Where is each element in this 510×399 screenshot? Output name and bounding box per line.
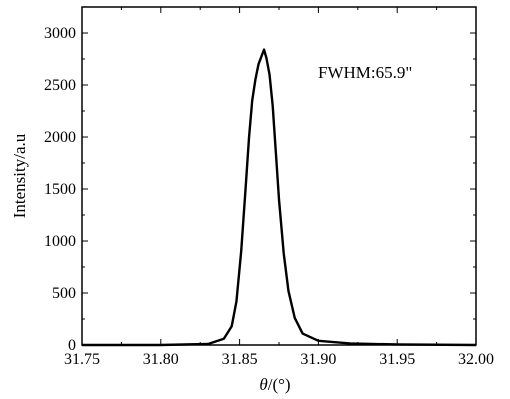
- x-axis-title: θ/(°): [259, 375, 290, 394]
- x-tick-label: 31.95: [379, 351, 415, 368]
- y-tick-label: 1500: [44, 181, 76, 198]
- y-tick-label: 3000: [44, 25, 76, 42]
- y-tick-label: 2500: [44, 77, 76, 94]
- x-tick-label: 31.90: [300, 351, 336, 368]
- y-tick-label: 2000: [44, 129, 76, 146]
- series-layer: [82, 48, 477, 347]
- plot-frame: [81, 6, 477, 346]
- x-tick-label: 31.85: [222, 351, 258, 368]
- y-tick-label: 0: [68, 337, 76, 354]
- x-axis-symbol: θ: [259, 375, 267, 394]
- x-axis-unit: /(°): [268, 375, 291, 394]
- fwhm-annotation: FWHM:65.9": [318, 63, 412, 82]
- x-tick-label: 32.00: [458, 351, 494, 368]
- y-axis-title: Intensity/a.u: [10, 133, 29, 218]
- series-line: [82, 48, 477, 347]
- y-tick-label: 500: [52, 285, 76, 302]
- y-axis-ticks: 0 500 1000 1500 2000 2500 3000: [44, 6, 476, 354]
- x-tick-label: 31.80: [143, 351, 179, 368]
- x-tick-label: 31.75: [64, 351, 100, 368]
- y-tick-label: 1000: [44, 233, 76, 250]
